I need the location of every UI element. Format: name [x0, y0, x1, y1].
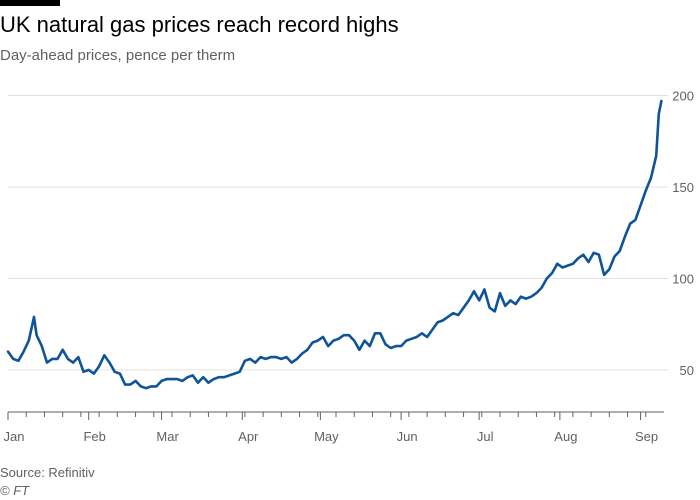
line-chart: 50 100 150 200 Jan Feb Mar Apr May Jun Jul Aug Sep [4, 88, 694, 444]
y-tick-label: 100 [672, 271, 694, 286]
y-tick-label: 50 [680, 363, 694, 378]
x-tick-label: Jan [4, 429, 25, 444]
chart-title: UK natural gas prices reach record highs [0, 12, 399, 37]
y-axis-labels: 50 100 150 200 [672, 88, 694, 377]
series-layer [6, 99, 663, 390]
y-tick-label: 200 [672, 88, 694, 103]
x-tick-label: Feb [83, 429, 105, 444]
x-tick-label: Jun [397, 429, 418, 444]
ft-credit: © FT [0, 483, 30, 498]
brand-bar [0, 0, 60, 6]
source-note: Source: Refinitiv [0, 465, 95, 480]
x-tick-label: Apr [238, 429, 259, 444]
x-tick-label: Mar [156, 429, 179, 444]
x-tick-label: May [314, 429, 339, 444]
y-tick-label: 150 [672, 180, 694, 195]
x-tick-label: Aug [554, 429, 577, 444]
series-line-day-ahead-price [6, 99, 663, 390]
x-tick-label: Sep [635, 429, 658, 444]
x-axis-ticks: Jan Feb Mar Apr May Jun Jul Aug Sep [4, 412, 658, 444]
gridlines [8, 94, 668, 371]
chart-subtitle: Day-ahead prices, pence per therm [0, 47, 236, 64]
x-tick-label: Jul [477, 429, 494, 444]
